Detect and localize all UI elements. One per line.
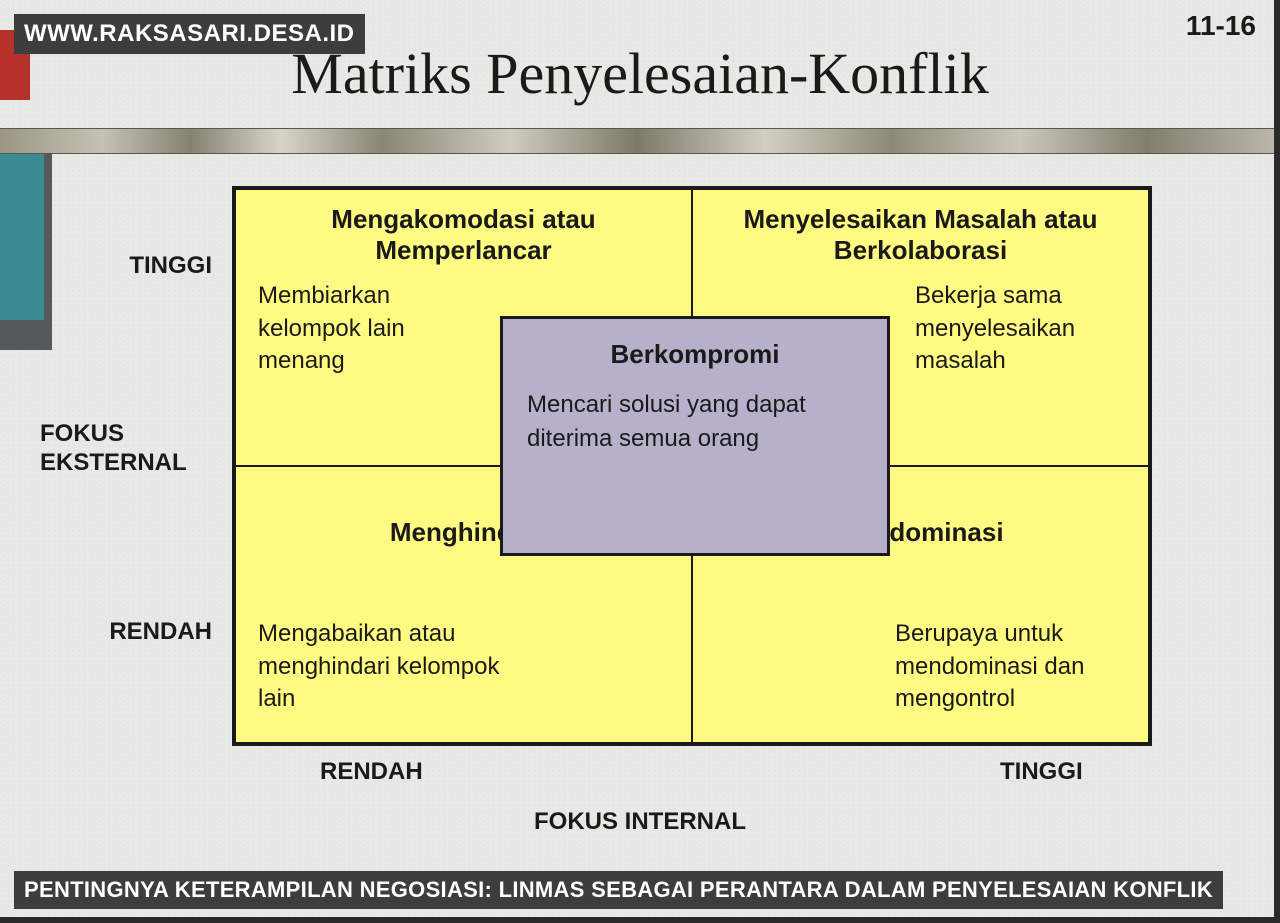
cell-accommodate-desc: Membiarkan kelompok lain menang: [258, 280, 488, 377]
watermark-url: WWW.RAKSASARI.DESA.ID: [14, 14, 365, 54]
cell-compromise-title: Berkompromi: [527, 339, 863, 370]
y-axis-title-line1: FOKUS: [40, 420, 124, 447]
cell-collaborate-title: Menyelesaikan Masalah atau Berkolaborasi: [715, 204, 1126, 266]
y-axis-title: FOKUS EKSTERNAL: [40, 420, 210, 478]
cell-compromise-desc: Mencari solusi yang dapat diterima semua…: [527, 388, 863, 455]
bottom-caption: PENTINGNYA KETERAMPILAN NEGOSIASI: LINMA…: [14, 871, 1223, 909]
cell-accommodate-title: Mengakomodasi atau Memperlancar: [258, 204, 669, 266]
y-axis-title-line2: EKSTERNAL: [40, 449, 187, 476]
y-axis-low-label: RENDAH: [42, 618, 212, 646]
y-axis-high-label: TINGGI: [42, 252, 212, 280]
cell-avoid-desc: Mengabaikan atau menghindari kelompok la…: [258, 618, 518, 715]
horizontal-divider: [0, 128, 1274, 154]
x-axis-low-label: RENDAH: [320, 758, 423, 786]
x-axis-title: FOKUS INTERNAL: [0, 808, 1280, 836]
page-number: 11-16: [1186, 10, 1256, 42]
x-axis-high-label: TINGGI: [1000, 758, 1083, 786]
cell-dominate-desc: Berupaya untuk mendominasi dan mengontro…: [895, 618, 1126, 715]
cell-collaborate-desc: Bekerja sama menyelesaikan masalah: [915, 280, 1126, 377]
cell-compromise: Berkompromi Mencari solusi yang dapat di…: [500, 316, 890, 556]
bar-teal: [0, 150, 44, 320]
